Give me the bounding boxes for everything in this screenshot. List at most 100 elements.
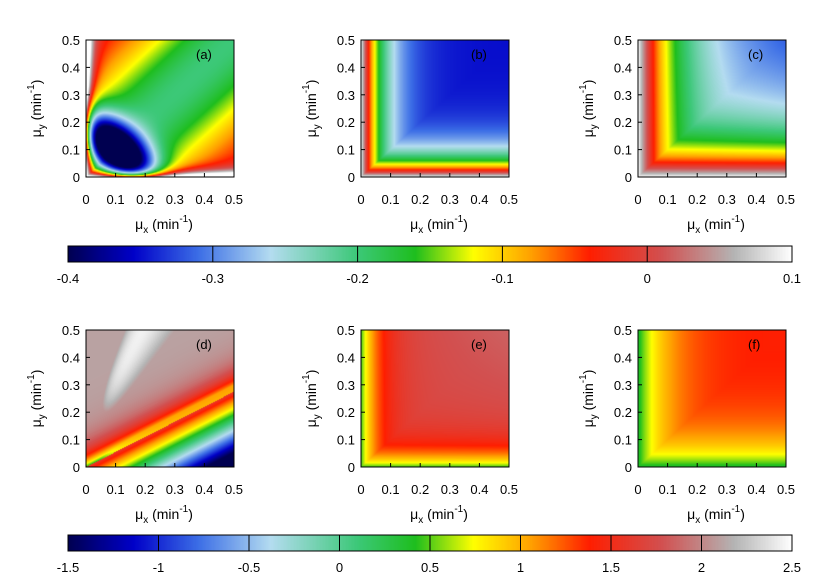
panel-f: 00 0.1 0.1 0.2 0.2 0.3 0.3 0.4 0.4 0.5 0.5 (f) μx (m… xyxy=(578,323,795,526)
colorbar-tick-label: 0 xyxy=(644,271,651,286)
colorbar-tick-label: 0 xyxy=(336,560,343,575)
y-tick-label: 0.4 xyxy=(614,350,632,365)
y-tick-label: 0.2 xyxy=(62,405,80,420)
y-tick-label: 0.4 xyxy=(62,60,80,75)
x-axis-label: μx (min-1) xyxy=(410,214,468,236)
colorbar-tick-label: -0.2 xyxy=(346,271,368,286)
x-tick-label: 0.4 xyxy=(470,192,488,207)
x-tick-label: 0.3 xyxy=(718,192,736,207)
x-tick-label: 0.5 xyxy=(777,482,795,497)
x-tick-label: 0 xyxy=(634,192,641,207)
panel-c: 00 0.1 0.1 0.2 0.2 0.3 0.3 0.4 0.4 0.5 0.5 (c) μx (m… xyxy=(578,33,795,236)
x-tick-label: 0.3 xyxy=(441,482,459,497)
y-tick-label: 0 xyxy=(625,170,632,185)
x-tick-label: 0 xyxy=(357,482,364,497)
y-axis-label: μy (min-1) xyxy=(578,80,600,138)
x-tick-label: 0.3 xyxy=(718,482,736,497)
colorbar-tick-label: -1.5 xyxy=(57,560,79,575)
heatmap-c xyxy=(638,40,786,177)
x-tick-label: 0.5 xyxy=(500,482,518,497)
y-tick-label: 0.3 xyxy=(337,88,355,103)
y-tick-label: 0.1 xyxy=(614,433,632,448)
x-tick-label: 0.4 xyxy=(747,482,765,497)
colorbar-1: -0.4 -0.3 -0.2 -0.1 0 0.1 xyxy=(57,245,801,286)
heatmap-a xyxy=(86,40,234,177)
x-tick-label: 0.3 xyxy=(166,192,184,207)
heatmap-f xyxy=(638,330,786,467)
colorbar-tick-label: -0.4 xyxy=(57,271,79,286)
x-axis-label: μx (min-1) xyxy=(135,504,193,526)
y-tick-label: 0.3 xyxy=(62,378,80,393)
x-tick-label: 0 xyxy=(357,192,364,207)
x-axis-label: μx (min-1) xyxy=(687,504,745,526)
x-tick-label: 0.5 xyxy=(777,192,795,207)
x-axis-label: μx (min-1) xyxy=(135,214,193,236)
x-tick-label: 0.2 xyxy=(411,482,429,497)
y-tick-label: 0.1 xyxy=(337,433,355,448)
y-tick-label: 0.2 xyxy=(614,115,632,130)
heatmap-d xyxy=(86,330,234,467)
y-tick-label: 0.3 xyxy=(337,378,355,393)
x-tick-label: 0.2 xyxy=(136,192,154,207)
y-tick-label: 0.2 xyxy=(337,115,355,130)
x-axis-label: μx (min-1) xyxy=(687,214,745,236)
y-tick-label: 0 xyxy=(348,460,355,475)
heatmap-panels: 000.10.10.20.20.30.30.40.40.50.5(a)μx (m… xyxy=(26,33,795,526)
y-tick-label: 0.5 xyxy=(614,33,632,48)
plot-frame xyxy=(637,329,787,468)
y-tick-label: 0.1 xyxy=(614,143,632,158)
panel-e: 00 0.1 0.1 0.2 0.2 0.3 0.3 0.4 0.4 0.5 0.5 (e) μx (m… xyxy=(301,323,518,526)
colorbar-tick-label: 1 xyxy=(517,560,524,575)
colorbar-tick-label: 0.1 xyxy=(783,271,801,286)
y-tick-label: 0.1 xyxy=(337,143,355,158)
colorbar-tick-label: 2 xyxy=(698,560,705,575)
y-tick-label: 0.5 xyxy=(614,323,632,338)
y-axis-label: μy (min-1) xyxy=(301,370,323,428)
y-tick-label: 0.5 xyxy=(337,33,355,48)
y-tick-label: 0.2 xyxy=(337,405,355,420)
panel-label: (e) xyxy=(471,337,487,352)
y-tick-label: 0.5 xyxy=(62,33,80,48)
x-tick-label: 0.5 xyxy=(500,192,518,207)
x-tick-label: 0.1 xyxy=(382,482,400,497)
x-tick-label: 0.3 xyxy=(441,192,459,207)
y-axis-label: μy (min-1) xyxy=(26,80,48,138)
x-tick-label: 0 xyxy=(82,192,89,207)
colorbar-tick-label: 0.5 xyxy=(421,560,439,575)
colorbar-2: -1.5 -1 -0.5 0 0.5 1 1.5 2 2.5 xyxy=(57,534,801,575)
heatmap-b xyxy=(361,40,509,177)
y-axis-label: μy (min-1) xyxy=(26,370,48,428)
x-axis-label: μx (min-1) xyxy=(410,504,468,526)
y-tick-label: 0.1 xyxy=(62,143,80,158)
colorbar-tick-label: -0.5 xyxy=(238,560,260,575)
x-tick-label: 0.2 xyxy=(688,482,706,497)
plot-frame xyxy=(360,39,510,178)
x-tick-label: 0.5 xyxy=(225,482,243,497)
panel-d: 00 0.1 0.1 0.2 0.2 0.3 0.3 0.4 0.4 0.5 0.5 (d) μx (m… xyxy=(26,323,243,526)
heatmap-e xyxy=(361,330,509,467)
y-tick-label: 0.2 xyxy=(62,115,80,130)
x-tick-label: 0.2 xyxy=(688,192,706,207)
panel-label: (c) xyxy=(748,47,763,62)
colorbar-tick-label: -1 xyxy=(153,560,165,575)
y-tick-label: 0.5 xyxy=(337,323,355,338)
panel-b: 00 0.1 0.1 0.2 0.2 0.3 0.3 0.4 0.4 0.5 0.5 (b) μx (m… xyxy=(301,33,518,236)
y-tick-label: 0.1 xyxy=(62,433,80,448)
panel-label: (b) xyxy=(471,47,487,62)
y-tick-label: 0 xyxy=(348,170,355,185)
y-tick-label: 0 xyxy=(73,460,80,475)
y-axis-label: μy (min-1) xyxy=(578,370,600,428)
x-tick-label: 0 xyxy=(634,482,641,497)
plot-frame xyxy=(85,39,235,178)
y-tick-label: 0.3 xyxy=(614,378,632,393)
y-tick-label: 0.3 xyxy=(62,88,80,103)
x-tick-label: 0.4 xyxy=(747,192,765,207)
x-tick-label: 0.1 xyxy=(659,192,677,207)
colorbar-tick-label: 2.5 xyxy=(783,560,801,575)
panel-label: (f) xyxy=(748,337,760,352)
y-tick-label: 0.4 xyxy=(337,60,355,75)
colorbar-tick-label: 1.5 xyxy=(602,560,620,575)
y-tick-label: 0.4 xyxy=(337,350,355,365)
y-axis-label: μy (min-1) xyxy=(301,80,323,138)
